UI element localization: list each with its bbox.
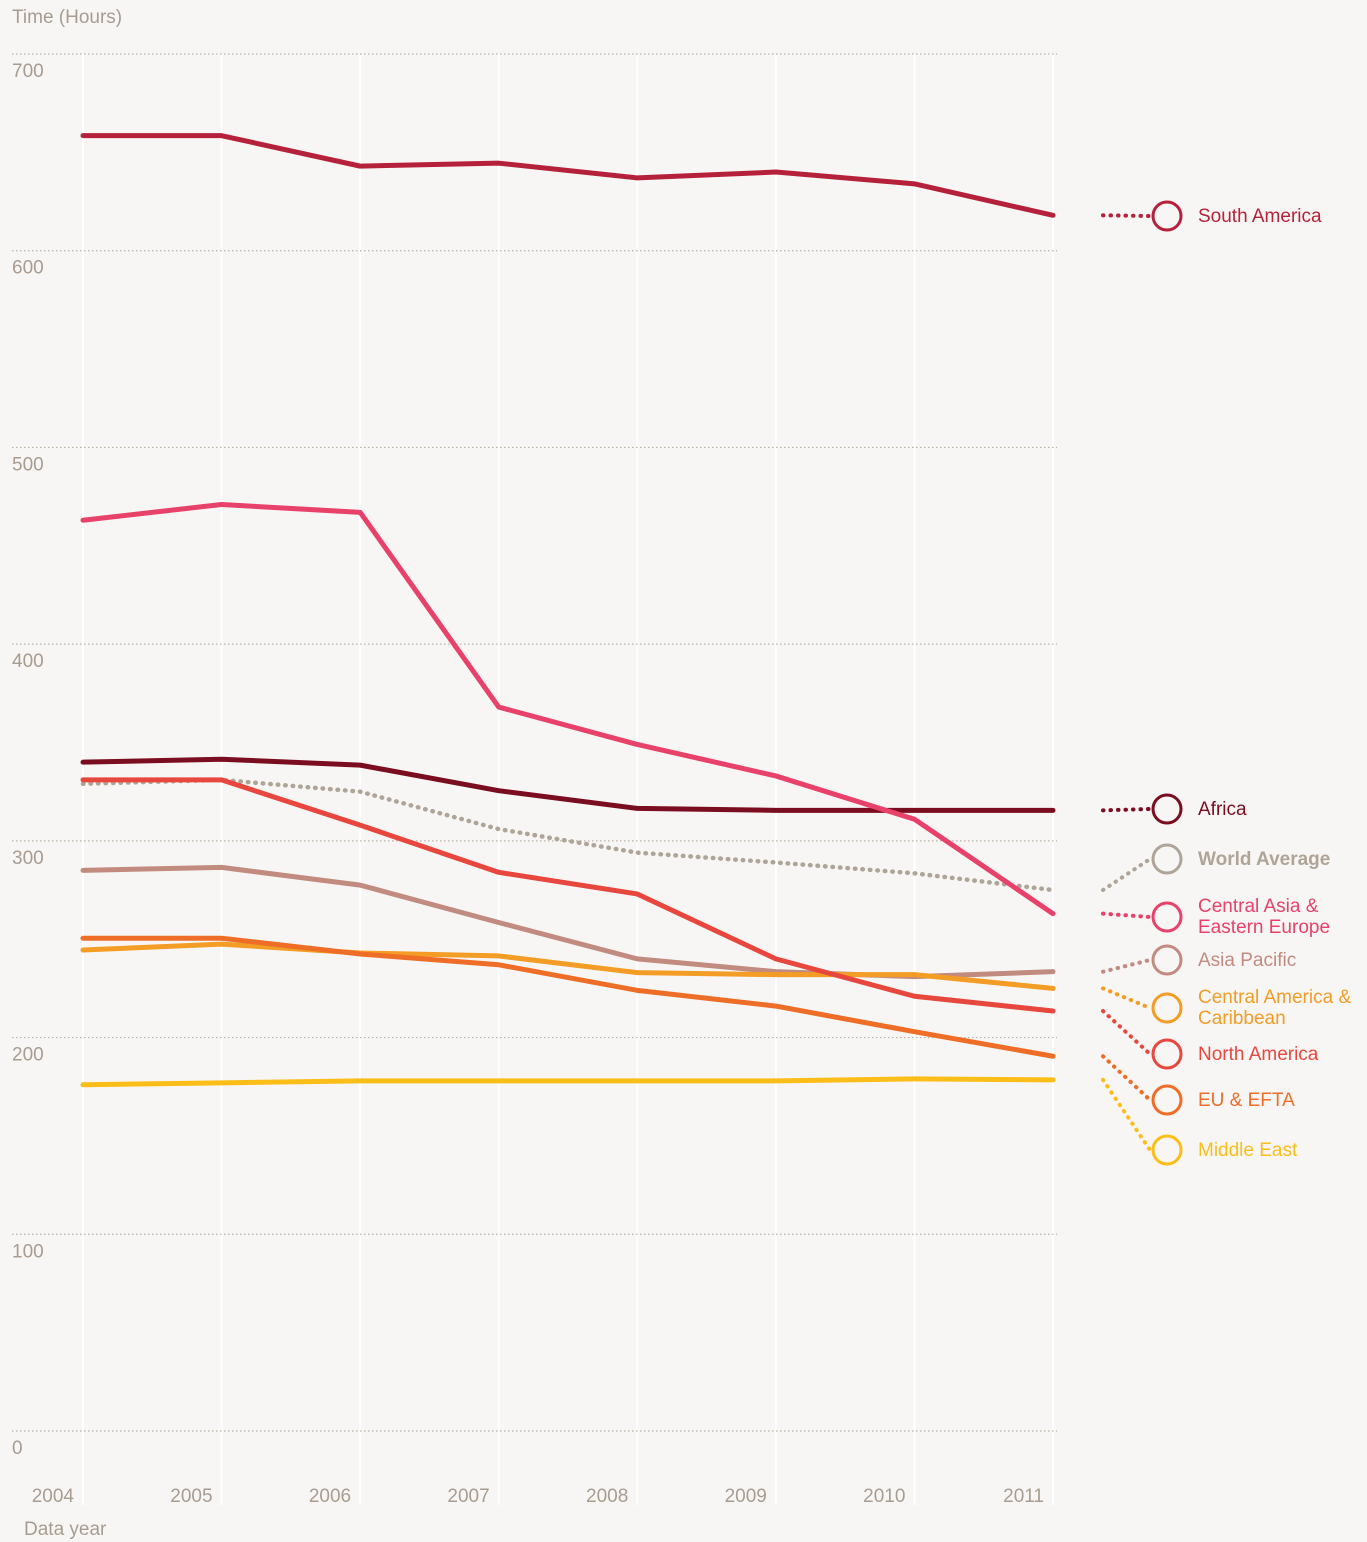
legend-marker bbox=[1151, 1134, 1183, 1166]
legend-label: EU & EFTA bbox=[1198, 1089, 1295, 1111]
legend-marker bbox=[1151, 793, 1183, 825]
legend-label: Africa bbox=[1198, 798, 1247, 820]
legend-connector bbox=[1101, 213, 1152, 218]
y-axis-title: Time (Hours) bbox=[12, 7, 122, 28]
legend-marker bbox=[1151, 200, 1183, 232]
series-line bbox=[80, 756, 1056, 813]
x-tick-label: 2005 bbox=[170, 1486, 212, 1507]
legend-connector bbox=[1101, 911, 1152, 919]
legend-label: Central America & Caribbean bbox=[1198, 987, 1352, 1029]
series-line bbox=[80, 941, 1056, 991]
legend-connector bbox=[1101, 1009, 1152, 1056]
series-line bbox=[80, 777, 1056, 1014]
series-line bbox=[80, 133, 1056, 218]
x-tick-label: 2010 bbox=[863, 1486, 905, 1507]
y-tick-label: 600 bbox=[12, 258, 44, 279]
x-tick-label: 2006 bbox=[309, 1486, 351, 1507]
legend-label: Central Asia & Eastern Europe bbox=[1198, 896, 1331, 938]
legend-marker bbox=[1151, 843, 1183, 875]
y-tick-label: 300 bbox=[12, 848, 44, 869]
legend-connector bbox=[1101, 857, 1152, 893]
series-line bbox=[80, 1076, 1056, 1088]
legend-connector bbox=[1101, 986, 1152, 1010]
legend-label: South America bbox=[1198, 205, 1322, 227]
x-tick-label: 2007 bbox=[447, 1486, 489, 1507]
legend-label: Middle East bbox=[1198, 1139, 1298, 1161]
legend-marker bbox=[1151, 901, 1183, 933]
legend-marker bbox=[1151, 992, 1183, 1024]
legend-label: Asia Pacific bbox=[1198, 949, 1297, 971]
y-tick-label: 400 bbox=[12, 651, 44, 672]
x-tick-label: 2004 bbox=[32, 1486, 75, 1507]
legend-connector bbox=[1101, 807, 1152, 813]
x-tick-label: 2008 bbox=[586, 1486, 628, 1507]
x-axis-title: Data year bbox=[24, 1519, 107, 1540]
y-tick-label: 700 bbox=[12, 61, 44, 82]
series-line bbox=[80, 777, 1056, 893]
legend-connector bbox=[1101, 1054, 1152, 1102]
y-tick-label: 100 bbox=[12, 1241, 44, 1262]
y-tick-label: 0 bbox=[12, 1438, 23, 1459]
legend-marker bbox=[1151, 944, 1183, 976]
legend-marker bbox=[1151, 1084, 1183, 1116]
y-tick-label: 500 bbox=[12, 454, 44, 475]
series-line bbox=[80, 935, 1056, 1059]
legend-connector bbox=[1101, 1077, 1152, 1152]
x-tick-label: 2009 bbox=[725, 1486, 767, 1507]
legend-connector bbox=[1101, 958, 1152, 974]
legend-label: North America bbox=[1198, 1043, 1319, 1065]
series-line bbox=[80, 501, 1056, 917]
legend-label: World Average bbox=[1198, 848, 1331, 870]
y-tick-label: 200 bbox=[12, 1045, 44, 1066]
x-tick-label: 2011 bbox=[1003, 1486, 1044, 1507]
legend-marker bbox=[1151, 1038, 1183, 1070]
